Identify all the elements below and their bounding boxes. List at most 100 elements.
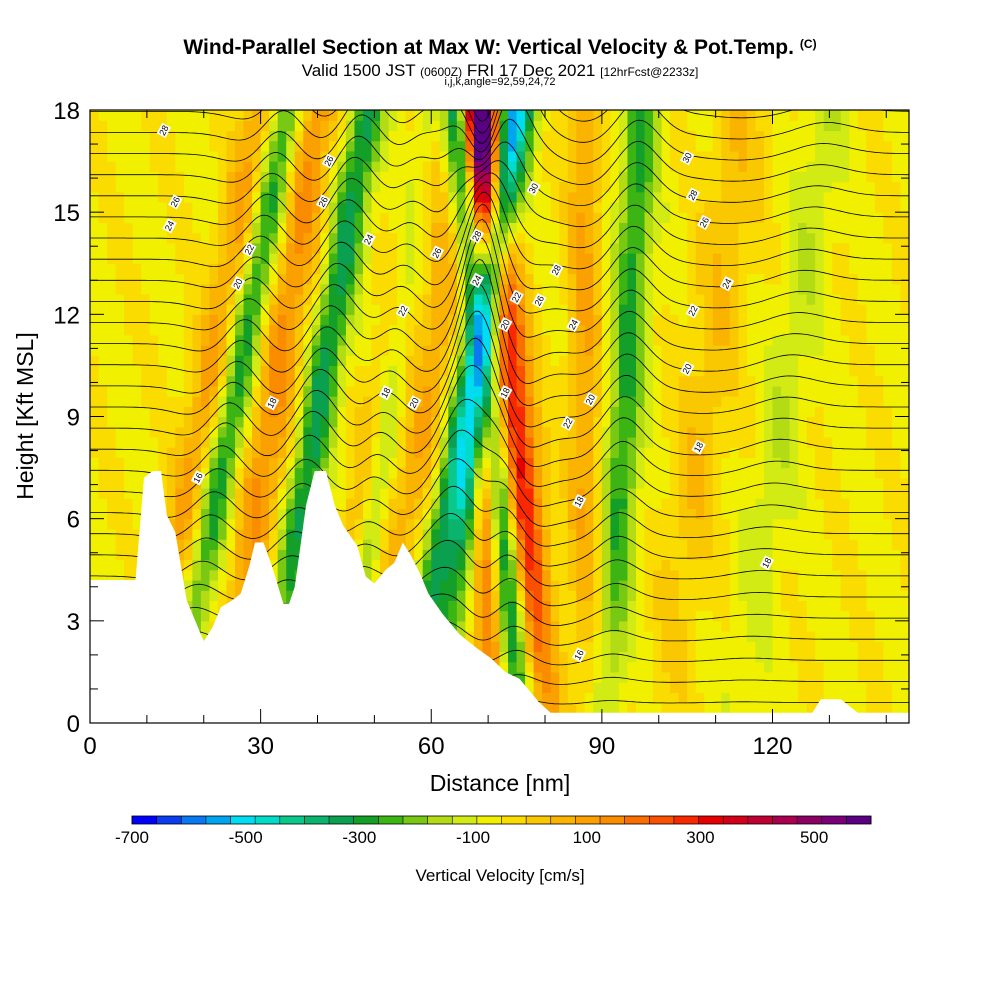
velocity-cell bbox=[781, 283, 791, 295]
velocity-cell bbox=[678, 212, 688, 223]
velocity-cell bbox=[789, 579, 799, 591]
velocity-cell bbox=[235, 222, 245, 234]
velocity-cell bbox=[636, 467, 646, 479]
velocity-cell bbox=[576, 375, 586, 387]
velocity-cell bbox=[277, 426, 287, 438]
velocity-cell bbox=[115, 467, 125, 479]
velocity-cell bbox=[490, 110, 501, 121]
velocity-cell bbox=[593, 641, 603, 653]
velocity-cell bbox=[661, 385, 671, 397]
velocity-cell bbox=[337, 406, 347, 418]
velocity-cell bbox=[166, 161, 176, 172]
velocity-cell bbox=[670, 528, 680, 540]
velocity-cell bbox=[584, 569, 594, 581]
velocity-cell bbox=[533, 436, 543, 448]
velocity-cell bbox=[695, 631, 705, 642]
velocity-cell bbox=[636, 171, 646, 183]
velocity-cell bbox=[294, 120, 304, 132]
velocity-cell bbox=[653, 631, 663, 642]
velocity-cell bbox=[695, 396, 705, 407]
velocity-cell bbox=[337, 140, 347, 152]
velocity-cell bbox=[661, 620, 671, 632]
velocity-cell bbox=[559, 702, 569, 714]
velocity-cell bbox=[456, 324, 466, 336]
velocity-cell bbox=[721, 539, 731, 550]
velocity-cell bbox=[593, 396, 603, 407]
velocity-cell bbox=[303, 467, 313, 479]
velocity-cell bbox=[661, 590, 671, 601]
velocity-cell bbox=[226, 110, 236, 121]
velocity-cell bbox=[175, 161, 185, 172]
velocity-cell bbox=[482, 426, 492, 438]
velocity-cell bbox=[533, 130, 543, 142]
velocity-cell bbox=[354, 181, 364, 193]
velocity-cell bbox=[584, 528, 594, 540]
velocity-cell bbox=[721, 120, 731, 132]
velocity-cell bbox=[217, 590, 228, 601]
velocity-cell bbox=[337, 232, 347, 244]
velocity-cell bbox=[405, 171, 415, 183]
velocity-cell bbox=[166, 263, 176, 275]
velocity-cell bbox=[166, 344, 176, 356]
velocity-cell bbox=[158, 436, 168, 448]
velocity-cell bbox=[542, 120, 552, 132]
velocity-cell bbox=[559, 467, 569, 479]
velocity-cell bbox=[618, 477, 629, 489]
velocity-cell bbox=[508, 447, 518, 458]
velocity-cell bbox=[363, 253, 373, 264]
velocity-cell bbox=[98, 406, 108, 418]
velocity-cell bbox=[345, 171, 356, 183]
velocity-cell bbox=[183, 110, 193, 121]
velocity-cell bbox=[422, 498, 432, 510]
velocity-cell bbox=[508, 385, 518, 397]
velocity-cell bbox=[439, 498, 449, 510]
velocity-cell bbox=[627, 324, 637, 336]
velocity-cell bbox=[388, 201, 398, 213]
velocity-cell bbox=[798, 671, 808, 683]
velocity-cell bbox=[175, 232, 185, 244]
velocity-cell bbox=[627, 671, 637, 683]
velocity-cell bbox=[98, 181, 108, 193]
velocity-cell bbox=[132, 304, 142, 315]
velocity-cell bbox=[678, 314, 688, 326]
velocity-cell bbox=[618, 304, 629, 315]
velocity-cell bbox=[363, 181, 373, 193]
velocity-cell bbox=[661, 212, 671, 223]
velocity-cell bbox=[542, 559, 552, 571]
velocity-cell bbox=[618, 600, 629, 612]
velocity-cell bbox=[627, 120, 637, 132]
velocity-cell bbox=[601, 181, 612, 193]
velocity-cell bbox=[98, 385, 108, 397]
velocity-cell bbox=[576, 355, 586, 367]
velocity-cell bbox=[763, 120, 774, 132]
velocity-cell bbox=[567, 232, 577, 244]
velocity-cell bbox=[712, 600, 722, 612]
velocity-cell bbox=[107, 263, 117, 275]
velocity-cell bbox=[149, 447, 159, 458]
velocity-cell bbox=[670, 539, 680, 550]
velocity-cell bbox=[746, 590, 757, 601]
velocity-cell bbox=[337, 436, 347, 448]
velocity-cell bbox=[516, 334, 526, 346]
velocity-cell bbox=[482, 579, 492, 591]
velocity-cell bbox=[627, 436, 637, 448]
velocity-cell bbox=[618, 375, 629, 387]
velocity-cell bbox=[397, 365, 407, 377]
velocity-cell bbox=[525, 651, 535, 663]
velocity-cell bbox=[533, 488, 543, 499]
velocity-cell bbox=[576, 539, 586, 550]
velocity-cell bbox=[712, 436, 722, 448]
velocity-cell bbox=[311, 140, 321, 152]
velocity-cell bbox=[200, 140, 211, 152]
velocity-cell bbox=[345, 191, 356, 203]
velocity-cell bbox=[729, 334, 739, 346]
velocity-cell bbox=[746, 385, 757, 397]
velocity-cell bbox=[473, 365, 484, 377]
velocity-cell bbox=[328, 334, 339, 346]
velocity-cell bbox=[243, 171, 253, 183]
velocity-cell bbox=[328, 467, 339, 479]
velocity-cell bbox=[183, 293, 193, 305]
velocity-cell bbox=[772, 283, 782, 295]
velocity-cell bbox=[124, 467, 134, 479]
velocity-cell bbox=[644, 293, 654, 305]
